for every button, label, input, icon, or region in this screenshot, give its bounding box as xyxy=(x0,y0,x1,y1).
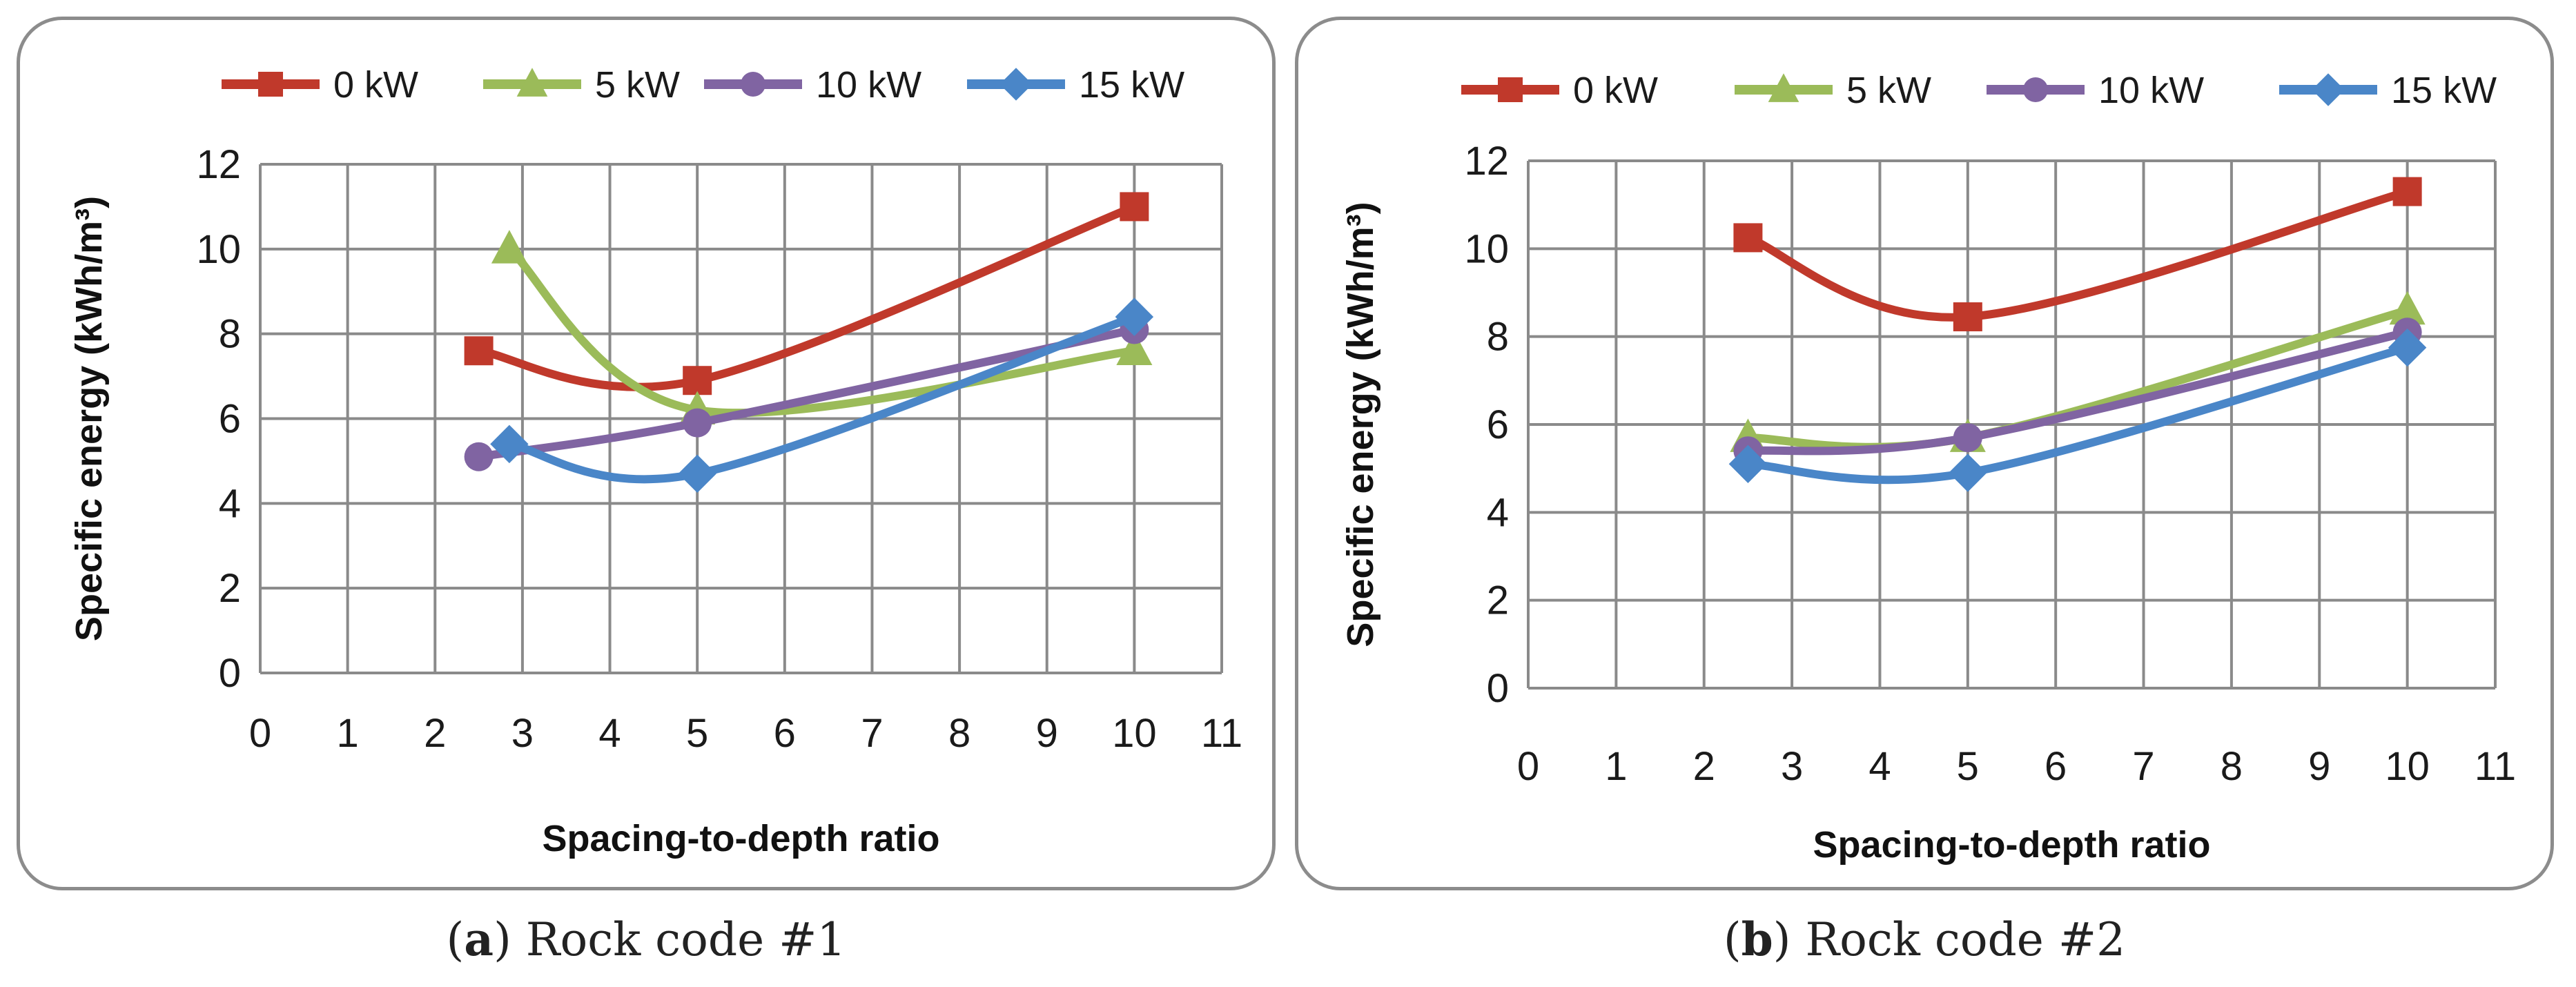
chart-a-x-axis-title: Spacing-to-depth ratio xyxy=(543,818,940,859)
chart-a-legend-label-2: 10 kW xyxy=(816,64,921,106)
chart-a-legend-label-3: 15 kW xyxy=(1079,64,1184,106)
chart-b-xtick-label: 5 xyxy=(1957,744,1979,789)
chart-a-series-0-point xyxy=(1120,192,1149,222)
chart-a-series-1-line xyxy=(505,244,1139,418)
chart-a-legend-marker-0 xyxy=(258,72,283,97)
chart-a-series-1-point xyxy=(491,230,527,264)
chart-b-series-0-line xyxy=(1744,187,2412,322)
chart-b-series-1-point xyxy=(2389,291,2426,325)
chart-a-xtick-label: 6 xyxy=(774,711,796,756)
chart-b-series-3-point xyxy=(1728,444,1768,484)
chart-b-xtick-label: 11 xyxy=(2475,744,2516,789)
chart-b-y-axis-title: Specific energy (kWh/m³) xyxy=(1340,202,1381,647)
chart-a-series-3 xyxy=(490,297,1154,494)
chart-b-xtick-label: 4 xyxy=(1868,744,1891,789)
chart-b-series-2-point xyxy=(1953,423,1982,453)
chart-a-ytick-label: 4 xyxy=(219,481,241,526)
chart-a-ytick-label: 8 xyxy=(219,312,241,357)
chart-b-x-axis-title: Spacing-to-depth ratio xyxy=(1813,824,2211,866)
chart-a-ytick-label: 6 xyxy=(219,397,241,442)
chart-a-series-1 xyxy=(491,230,1153,425)
chart-a-ytick-label: 10 xyxy=(196,227,241,272)
chart-a-xtick-label: 9 xyxy=(1036,711,1058,756)
chart-a-series-3-point xyxy=(490,424,529,464)
chart-a-series-2-point xyxy=(683,408,712,438)
chart-a-y-axis-title: Specific energy (kWh/m³) xyxy=(68,196,110,641)
chart-a-xtick-label: 10 xyxy=(1112,711,1157,756)
chart-a-xtick-label: 5 xyxy=(686,711,708,756)
caption-b-letter: b xyxy=(1741,912,1773,966)
caption-b: (b) Rock code #2 xyxy=(1723,912,2126,966)
caption-a-letter: a xyxy=(464,912,494,966)
chart-a-xtick-label: 7 xyxy=(861,711,883,756)
chart-panel-b: 0 2 4 6 8 10 12 0 1 2 3 4 5 6 7 8 9 10 11 Spacing-to-depth … xyxy=(1295,17,2554,890)
chart-a-xtick-label: 0 xyxy=(249,711,271,756)
chart-a-xtick-label: 3 xyxy=(511,711,534,756)
chart-a-series-0 xyxy=(464,192,1149,395)
chart-b-series-3-point xyxy=(1949,453,1987,492)
chart-a-series-3-point xyxy=(678,454,716,494)
chart-b-legend-label-3: 15 kW xyxy=(2391,70,2497,111)
chart-b-xtick-label: 8 xyxy=(2221,744,2243,789)
chart-a-xtick-label: 8 xyxy=(948,711,970,756)
caption-a: (a) Rock code #1 xyxy=(446,912,846,966)
chart-a-series-3-line xyxy=(505,313,1139,484)
chart-a-xtick-label: 1 xyxy=(337,711,359,756)
chart-a-legend-label-1: 5 kW xyxy=(595,64,680,106)
chart-b-legend: 0 kW 5 kW 10 kW 15 kW xyxy=(1461,70,2497,111)
chart-b-series-0-point xyxy=(1953,302,1982,332)
chart-b-ytick-label: 12 xyxy=(1464,139,1509,184)
chart-b-legend-label-0: 0 kW xyxy=(1573,70,1658,111)
chart-a-ytick-label: 12 xyxy=(196,142,241,187)
chart-a-series-0-point xyxy=(464,336,494,366)
chart-b-ytick-label: 8 xyxy=(1487,315,1509,360)
chart-a-legend-label-0: 0 kW xyxy=(333,64,418,106)
chart-a-xtick-label: 2 xyxy=(424,711,446,756)
chart-b-legend-marker-0 xyxy=(1498,77,1523,102)
chart-a-ytick-label: 2 xyxy=(219,566,241,611)
chart-a-gridlines xyxy=(259,163,1223,674)
chart-a-xtick-label: 4 xyxy=(598,711,621,756)
chart-a-series-0-point xyxy=(683,366,712,395)
chart-a-series-1-point xyxy=(1116,331,1153,366)
chart-b-series-0 xyxy=(1733,177,2422,332)
chart-b-ytick-label: 4 xyxy=(1487,490,1509,535)
chart-a-legend: 0 kW 5 kW 10 kW 15 kW xyxy=(222,64,1184,106)
chart-a-series-3-point xyxy=(1115,297,1154,336)
chart-b-xtick-label: 3 xyxy=(1781,744,1803,789)
chart-a-legend-marker-2 xyxy=(741,72,765,97)
chart-b-series-3-line xyxy=(1744,343,2412,485)
chart-b-ytick-label: 2 xyxy=(1487,578,1509,623)
chart-b-xtick-label: 7 xyxy=(2132,744,2154,789)
chart-b-legend-marker-1 xyxy=(1768,73,1799,102)
chart-a-series-2-point xyxy=(464,442,494,471)
chart-b-xtick-label: 1 xyxy=(1605,744,1627,789)
chart-b-xtick-label: 2 xyxy=(1693,744,1715,789)
chart-b-xtick-label: 0 xyxy=(1517,744,1539,789)
chart-panel-a: 0 2 4 6 8 10 12 0 1 2 3 4 5 6 7 8 9 10 11 Spacing-to-depth … xyxy=(17,17,1276,890)
chart-b-legend-marker-2 xyxy=(2023,77,2048,102)
chart-b-legend-label-2: 10 kW xyxy=(2098,70,2204,111)
chart-a-legend-marker-3 xyxy=(999,68,1033,101)
chart-b-series-0-point xyxy=(1733,223,1763,253)
caption-b-text: Rock code #2 xyxy=(1805,913,2126,966)
chart-b-legend-label-1: 5 kW xyxy=(1846,70,1931,111)
chart-b-ytick-label: 6 xyxy=(1487,402,1509,447)
chart-b-ytick-label: 0 xyxy=(1487,666,1509,711)
chart-b-series-2-line xyxy=(1744,328,2412,456)
chart-a-xtick-label: 11 xyxy=(1201,711,1242,756)
chart-a-series-0-line xyxy=(474,202,1139,391)
chart-b-series-0-point xyxy=(2392,177,2422,206)
chart-b-xtick-label: 6 xyxy=(2045,744,2067,789)
chart-a-legend-marker-1 xyxy=(516,68,548,97)
chart-b-xtick-label: 9 xyxy=(2308,744,2330,789)
chart-b-legend-marker-3 xyxy=(2312,73,2345,106)
chart-a-ytick-label: 0 xyxy=(219,651,241,696)
chart-b-ytick-label: 10 xyxy=(1464,226,1509,271)
caption-a-text: Rock code #1 xyxy=(525,913,846,966)
chart-b-xtick-label: 10 xyxy=(2385,744,2430,789)
